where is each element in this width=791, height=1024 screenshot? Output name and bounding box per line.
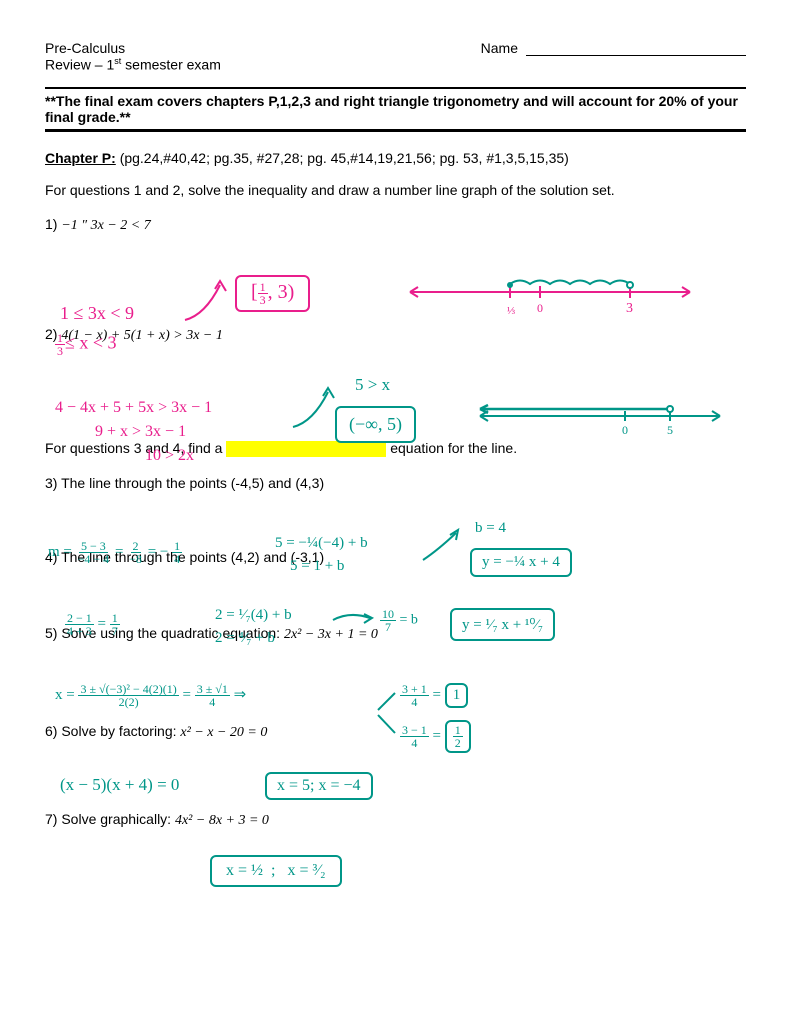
q6-work: (x − 5)(x + 4) = 0: [60, 775, 179, 795]
q2-number-line: 0 5: [470, 398, 730, 443]
svg-text:3: 3: [626, 301, 633, 316]
q5-formula: x = 3 ± √(−3)² − 4(2)(1)2(2) = 3 ± √14 ⇒: [55, 683, 246, 708]
course-title: Pre-Calculus: [45, 40, 125, 56]
highlight-redaction: [226, 441, 386, 457]
q5-branch1: 3 + 14 = 1: [400, 683, 468, 708]
q5-split-arrows: [375, 685, 400, 740]
name-field: Name: [481, 40, 746, 56]
q4-sub2: 2 = ⁴⁄₇ + b: [215, 630, 275, 647]
svg-text:0: 0: [622, 423, 628, 437]
header: Pre-Calculus Name: [45, 40, 746, 56]
q4-sub1: 2 = ¹⁄₇(4) + b: [215, 607, 292, 624]
q3-slope: m = 5 − 3−4 − 4 = 2−8 = − 14: [48, 540, 182, 565]
q6-answer-box: x = 5; x = −4: [265, 772, 373, 800]
q2-answer-box: (−∞, 5): [335, 406, 416, 443]
q1-arrow: [180, 275, 240, 325]
q4-slope: 2 − 14 + 3 = 17: [65, 612, 120, 637]
q2-work-2: 9 + x > 3x − 1: [95, 423, 186, 441]
q7-answer-box: x = ½ ; x = ³⁄₂: [210, 855, 342, 887]
q3-sub1: 5 = −¼(−4) + b: [275, 535, 368, 552]
question-2: 2) 4(1 − x) + 5(1 + x) > 3x − 1: [45, 326, 746, 344]
q3-b: b = 4: [475, 520, 506, 537]
svg-text:⅓: ⅓: [507, 305, 515, 317]
instructions-1-2: For questions 1 and 2, solve the inequal…: [45, 182, 746, 198]
name-blank-line: [526, 55, 746, 56]
q3-answer-box: y = −¼ x + 4: [470, 548, 572, 577]
q1-answer-box: [13, 3): [235, 275, 310, 312]
q1-work-2: 13≤ x < 3: [55, 332, 117, 357]
svg-text:5: 5: [667, 423, 673, 437]
question-7: 7) Solve graphically: 4x² − 8x + 3 = 0: [45, 811, 746, 829]
q3-sub2: 5 = 1 + b: [290, 558, 344, 575]
q2-simplified: 5 > x: [355, 375, 390, 395]
q4-b: 107 = b: [380, 608, 418, 633]
question-3: 3) The line through the points (-4,5) an…: [45, 475, 746, 491]
q2-work-1: 4 − 4x + 5 + 5x > 3x − 1: [55, 399, 212, 417]
question-1: 1) −1 ″ 3x − 2 < 7: [45, 216, 746, 234]
svg-text:0: 0: [537, 301, 543, 315]
q5-branch2: 3 − 14 = 12: [400, 720, 471, 753]
subtitle: Review – 1st semester exam: [45, 56, 746, 73]
chapter-p-heading: Chapter P: (pg.24,#40,42; pg.35, #27,28;…: [45, 150, 746, 166]
q1-work-1: 1 ≤ 3x < 9: [60, 303, 134, 324]
q4-answer-box: y = ¹⁄₇ x + ¹⁰⁄₇: [450, 608, 555, 641]
q4-arrow: [330, 608, 375, 626]
q3-arrow: [418, 525, 468, 565]
q1-number-line: ⅓ 0 3: [400, 272, 700, 322]
exam-banner: **The final exam covers chapters P,1,2,3…: [45, 87, 746, 132]
q2-work-3: 10 > 2x: [145, 447, 194, 465]
